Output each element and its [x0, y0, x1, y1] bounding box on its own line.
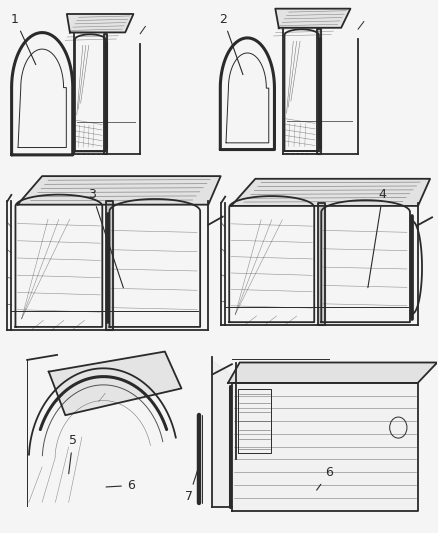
- Polygon shape: [228, 362, 437, 383]
- Polygon shape: [18, 176, 221, 205]
- Text: 3: 3: [88, 188, 124, 288]
- Polygon shape: [49, 352, 181, 415]
- Text: 5: 5: [69, 434, 77, 474]
- Text: 6: 6: [106, 479, 135, 492]
- Text: 4: 4: [368, 188, 387, 288]
- Polygon shape: [317, 29, 321, 154]
- Text: 2: 2: [219, 13, 243, 75]
- Polygon shape: [276, 9, 350, 28]
- Polygon shape: [232, 383, 418, 511]
- Text: 7: 7: [185, 463, 200, 503]
- Polygon shape: [318, 203, 325, 325]
- Polygon shape: [231, 179, 430, 206]
- Polygon shape: [106, 201, 113, 330]
- Text: 1: 1: [11, 13, 36, 64]
- Polygon shape: [104, 34, 107, 155]
- Polygon shape: [212, 361, 232, 507]
- Polygon shape: [67, 14, 134, 33]
- Text: 6: 6: [317, 466, 333, 490]
